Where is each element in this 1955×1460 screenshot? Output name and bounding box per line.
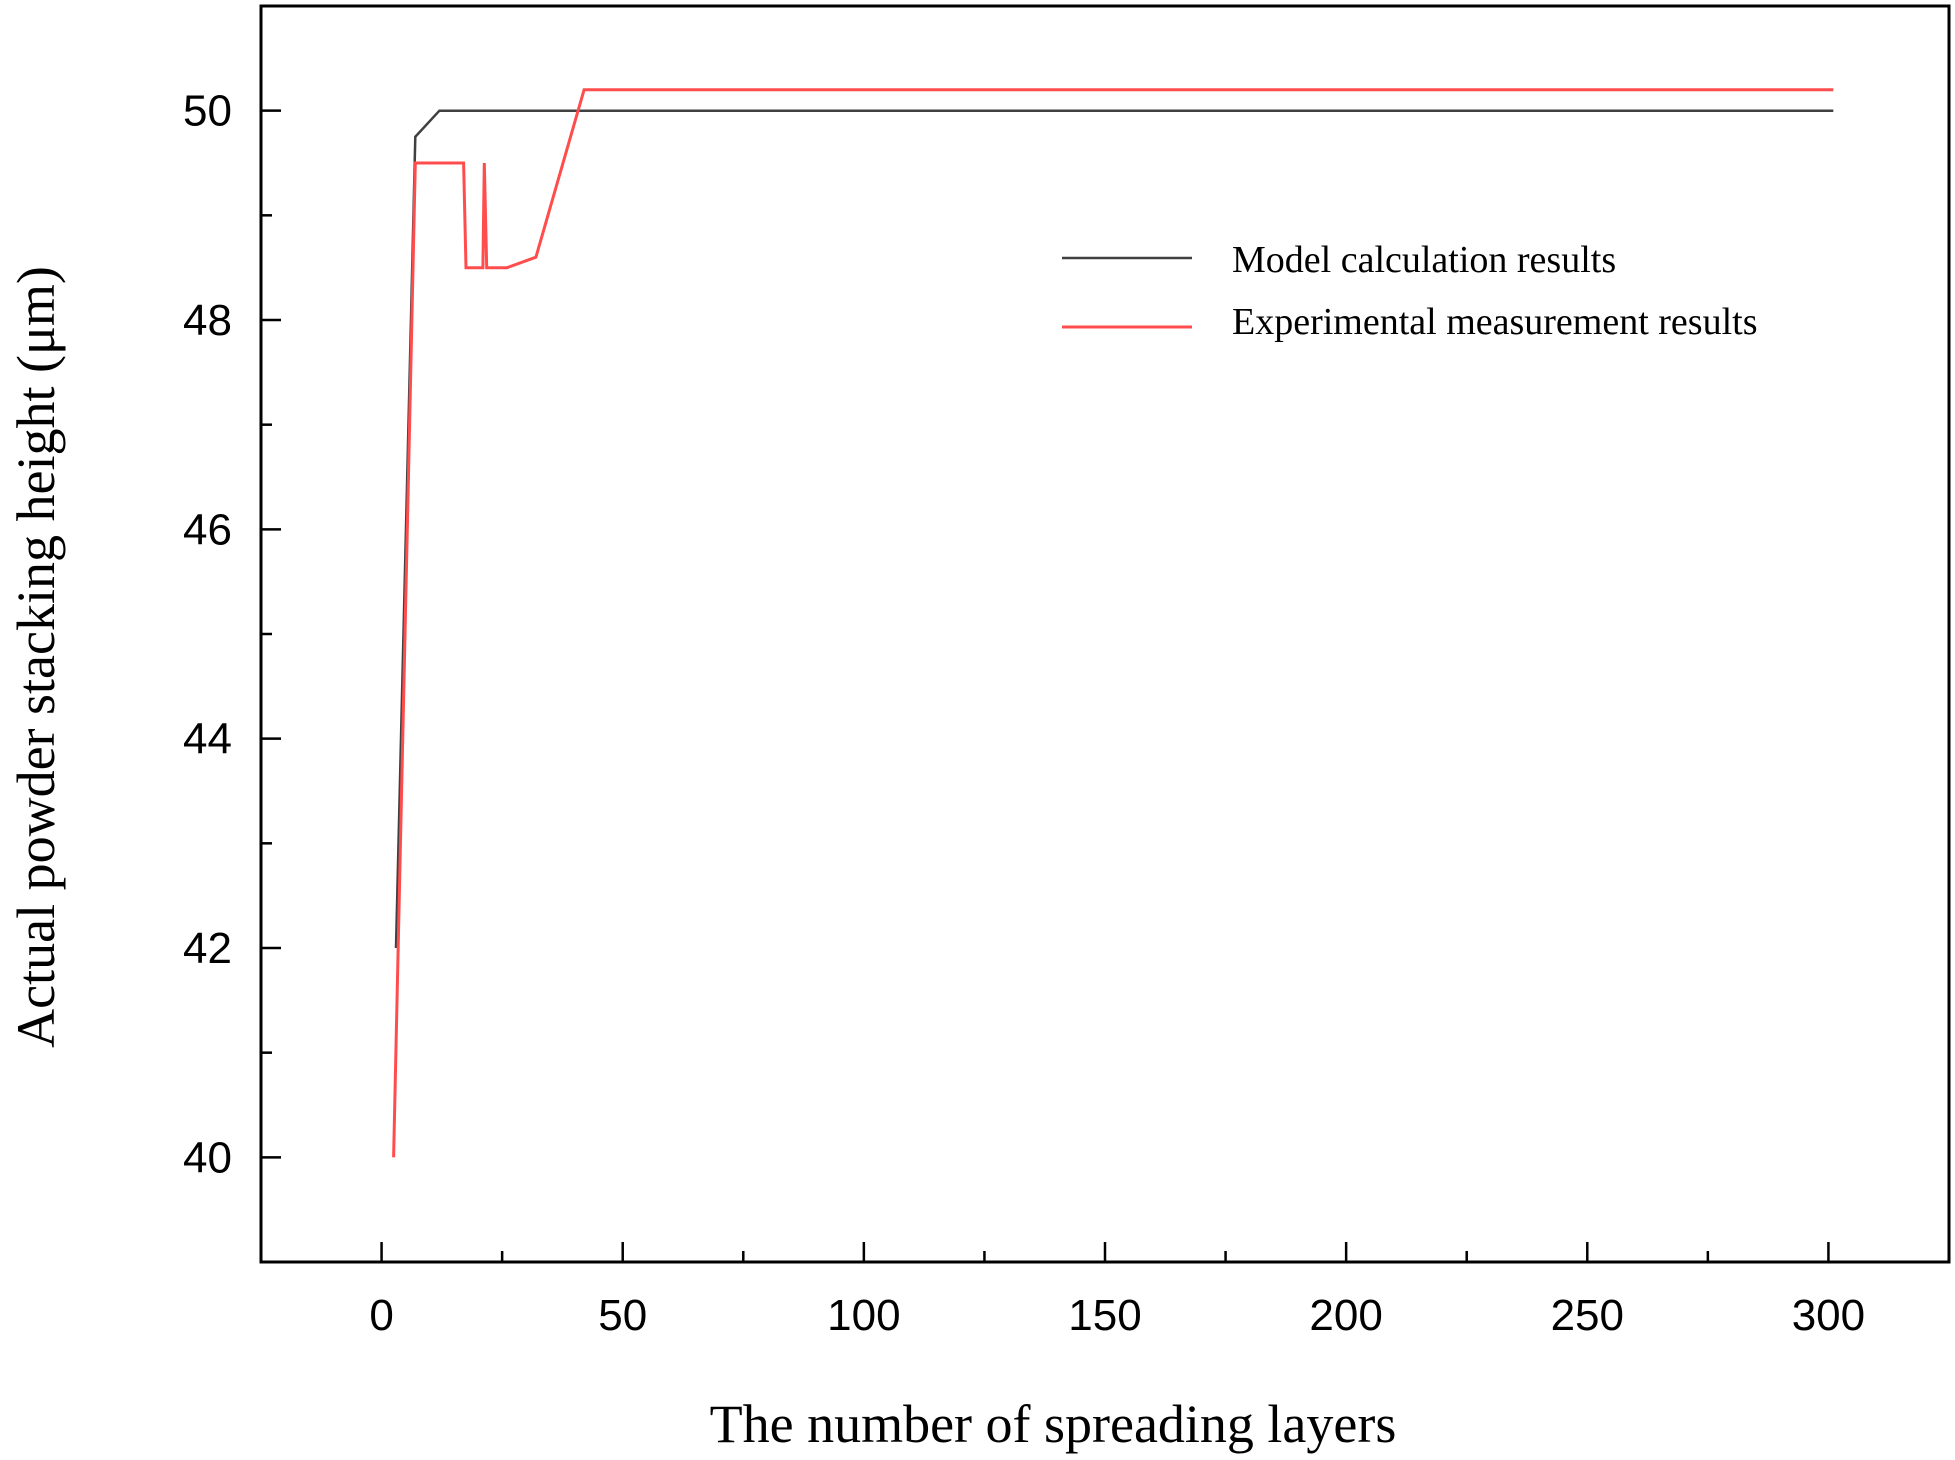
- ticks-layer: 0 50 100 150 200 250 300 40 42 44 46 48 50: [183, 87, 1865, 1340]
- series-1-point: [1586, 89, 1588, 91]
- series-0-point: [438, 110, 440, 112]
- series-1-point: [393, 1156, 395, 1158]
- x-tick-label: 200: [1309, 1291, 1382, 1340]
- series-1-point: [863, 89, 865, 91]
- series-layer: [392, 88, 1834, 1158]
- y-tick-label: 46: [183, 505, 232, 554]
- x-tick-label: 250: [1551, 1291, 1624, 1340]
- series-1-point: [1345, 89, 1347, 91]
- series-1-point: [465, 267, 467, 269]
- x-tick-label: 0: [369, 1291, 393, 1340]
- x-axis-title: The number of spreading layers: [710, 1394, 1397, 1454]
- series-1-point: [488, 267, 490, 269]
- series-0-point: [1104, 110, 1106, 112]
- series-1-point: [506, 267, 508, 269]
- series-0-point: [1586, 110, 1588, 112]
- y-tick-label: 40: [183, 1133, 232, 1182]
- series-1-point: [482, 267, 484, 269]
- series-1-point: [483, 162, 485, 164]
- y-tick-label: 42: [183, 924, 232, 973]
- series-0-point: [863, 110, 865, 112]
- x-tick-label: 150: [1068, 1291, 1141, 1340]
- series-0-point: [1832, 110, 1834, 112]
- series-1-point: [486, 267, 488, 269]
- y-tick-label: 44: [183, 715, 232, 764]
- legend-label-model: Model calculation results: [1232, 239, 1616, 281]
- y-tick-label: 48: [183, 296, 232, 345]
- x-tick-label: 100: [827, 1291, 900, 1340]
- y-tick-label: 50: [183, 87, 232, 136]
- plot-frame: [259, 4, 1951, 1264]
- series-1-point: [414, 162, 416, 164]
- y-axis-title: Actual powder stacking height (μm): [6, 266, 66, 1048]
- legend: Model calculation results Experimental m…: [1062, 239, 1758, 343]
- series-1-point: [535, 256, 537, 258]
- x-tick-label: 300: [1792, 1291, 1865, 1340]
- x-tick-label: 50: [598, 1291, 647, 1340]
- legend-label-experimental: Experimental measurement results: [1232, 301, 1758, 343]
- series-0-point: [414, 136, 416, 138]
- series-1-point: [1104, 89, 1106, 91]
- series-0-point: [1345, 110, 1347, 112]
- series-line-0: [394, 109, 1834, 949]
- series-line-1: [392, 88, 1834, 1158]
- series-0-point: [622, 110, 624, 112]
- series-1-point: [583, 89, 585, 91]
- series-1-point: [463, 162, 465, 164]
- series-1-point: [1832, 89, 1834, 91]
